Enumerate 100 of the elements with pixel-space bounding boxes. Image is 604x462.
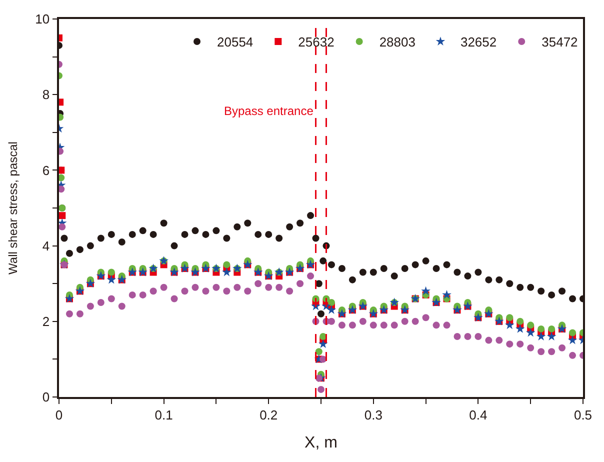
point <box>160 284 168 291</box>
x-tick-label: 0 <box>55 407 63 422</box>
point <box>390 322 398 329</box>
point <box>108 230 115 238</box>
point <box>348 322 356 329</box>
point <box>464 272 472 280</box>
point <box>569 295 576 302</box>
point <box>59 174 65 182</box>
point <box>485 336 492 344</box>
point <box>212 284 220 291</box>
point <box>443 322 450 329</box>
point <box>234 223 241 230</box>
point <box>328 261 335 268</box>
point <box>412 318 419 325</box>
point <box>212 227 220 234</box>
point <box>516 318 524 325</box>
point <box>170 242 178 250</box>
point <box>496 336 503 344</box>
point <box>315 374 322 382</box>
point <box>515 324 525 333</box>
point <box>139 291 146 298</box>
point <box>526 328 536 337</box>
y-tick-label: 8 <box>42 87 50 102</box>
point <box>548 291 556 298</box>
point <box>150 230 157 238</box>
point <box>380 322 388 329</box>
point <box>558 344 566 352</box>
y-axis-title: Wall shear stress, pascal <box>6 142 20 274</box>
point <box>59 223 66 230</box>
point <box>318 386 324 393</box>
legend-label: 20554 <box>217 34 254 50</box>
point <box>286 288 294 295</box>
point <box>320 257 327 264</box>
point <box>60 234 68 242</box>
point <box>401 318 408 325</box>
point <box>307 212 314 220</box>
point <box>569 352 576 359</box>
point <box>432 264 440 272</box>
point <box>108 295 115 302</box>
point <box>222 267 232 276</box>
x-tick-label: 0.1 <box>154 407 173 422</box>
point <box>265 230 272 238</box>
point <box>202 288 210 295</box>
point <box>307 272 314 280</box>
legend-label: 32652 <box>460 34 497 50</box>
point <box>538 288 545 295</box>
point <box>254 230 262 238</box>
point <box>160 220 168 227</box>
point <box>506 314 514 322</box>
point <box>546 332 556 340</box>
point <box>202 230 210 238</box>
point <box>128 230 136 238</box>
point <box>328 299 335 306</box>
point <box>516 284 524 291</box>
point <box>128 291 136 298</box>
point <box>86 302 94 310</box>
point <box>359 318 366 325</box>
point <box>527 284 534 291</box>
x-tick-label: 0.2 <box>260 407 278 422</box>
y-tick-label: 10 <box>35 12 50 27</box>
y-tick-label: 0 <box>42 390 50 405</box>
point <box>97 299 104 306</box>
point <box>296 220 304 227</box>
point <box>432 322 440 329</box>
point <box>192 284 199 291</box>
point <box>150 288 157 295</box>
point <box>223 288 230 295</box>
point <box>548 348 556 356</box>
point <box>474 268 482 276</box>
point <box>234 284 241 291</box>
point <box>108 268 115 276</box>
point <box>454 333 461 340</box>
point <box>558 288 566 295</box>
point <box>223 234 230 242</box>
point <box>569 329 576 336</box>
legend-label: 28803 <box>379 34 416 50</box>
x-tick-label: 0.4 <box>469 407 488 422</box>
point <box>318 310 324 318</box>
point <box>76 310 84 318</box>
point <box>86 242 94 250</box>
x-tick-label: 0.5 <box>574 407 592 422</box>
point <box>296 280 304 288</box>
x-axis-title: X, m <box>304 434 338 452</box>
point <box>286 223 294 230</box>
point <box>170 295 178 302</box>
point <box>390 272 398 280</box>
point <box>254 280 262 288</box>
point <box>276 284 283 291</box>
point <box>538 325 545 332</box>
point <box>548 325 556 332</box>
point <box>421 286 430 296</box>
point <box>59 212 66 220</box>
point <box>454 268 461 276</box>
point <box>422 314 430 322</box>
point <box>536 332 546 340</box>
point <box>422 257 430 264</box>
point <box>318 339 328 348</box>
point <box>538 348 545 356</box>
annotation: Bypass entrance <box>224 104 314 118</box>
legend-label: 35472 <box>542 34 578 50</box>
